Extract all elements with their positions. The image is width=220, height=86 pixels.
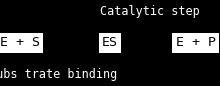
Text: E + P: E + P (176, 36, 216, 50)
Text: Catalytic step: Catalytic step (100, 5, 200, 18)
Text: Subs trate binding: Subs trate binding (0, 68, 117, 81)
Text: E + S: E + S (0, 36, 40, 50)
Text: ES: ES (102, 36, 118, 50)
